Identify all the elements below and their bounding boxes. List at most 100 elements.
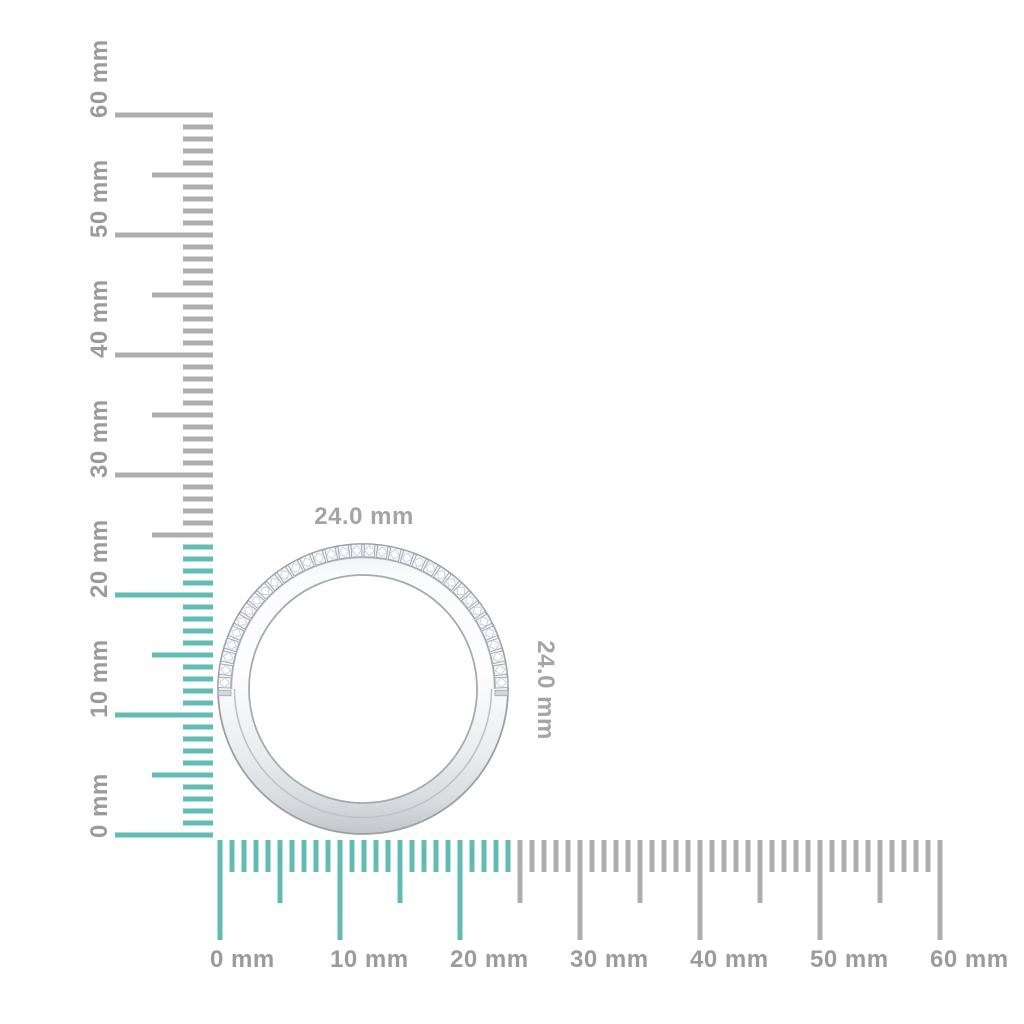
diamond-stone: [265, 573, 284, 592]
channel-end-cap: [494, 689, 509, 697]
diamond-stone-facet: [479, 616, 489, 627]
hruler-tick-45mm: [757, 840, 763, 903]
hruler-tick-13mm: [373, 840, 379, 872]
vruler-tick-28mm: [183, 496, 213, 502]
diamond-stone-facet: [492, 652, 504, 663]
vruler-tick-36mm: [183, 400, 213, 406]
diamond-stone: [256, 582, 274, 600]
channel-end-cap-bar: [217, 689, 232, 697]
vruler-tick-14mm: [183, 664, 213, 670]
vruler-tick-17mm: [183, 628, 213, 634]
hruler-tick-54mm: [865, 840, 871, 872]
vruler-tick-4mm: [183, 784, 213, 790]
diamond-stone: [363, 543, 376, 558]
diamond-stone: [481, 625, 499, 641]
vruler-label-50mm: 50 mm: [86, 159, 113, 238]
hruler-tick-24mm: [505, 840, 511, 872]
diamond-stone: [452, 582, 470, 600]
hruler-tick-23mm: [493, 840, 499, 872]
diamond-stone-facet: [425, 563, 436, 573]
diamond-stone: [337, 544, 351, 560]
vruler-tick-42mm: [183, 328, 213, 334]
vruler-label-40mm: 40 mm: [86, 279, 113, 358]
hruler-tick-7mm: [301, 840, 307, 872]
diamond-stone-facet: [465, 596, 474, 605]
vruler-tick-47mm: [183, 268, 213, 274]
vruler-tick-45mm: [152, 292, 213, 298]
hruler-tick-10mm: [337, 840, 343, 940]
vruler-tick-20mm: [115, 592, 213, 598]
diamond-stone: [239, 602, 258, 620]
diamond-stone-facet: [351, 545, 362, 556]
vruler-tick-57mm: [183, 148, 213, 154]
vruler-tick-26mm: [183, 520, 213, 526]
diamond-stone-facet: [364, 545, 375, 556]
vruler-tick-21mm: [183, 580, 213, 586]
vruler-tick-58mm: [183, 136, 213, 142]
diamond-stone: [492, 663, 508, 677]
hruler-tick-22mm: [481, 840, 487, 872]
vruler-tick-30mm: [115, 472, 213, 478]
hruler-tick-2mm: [241, 840, 247, 872]
hruler-tick-19mm: [445, 840, 451, 872]
hruler-tick-3mm: [253, 840, 259, 872]
vruler-tick-46mm: [183, 280, 213, 286]
vruler-label-30mm: 30 mm: [86, 399, 113, 478]
hruler-tick-6mm: [289, 840, 295, 872]
hruler-tick-32mm: [601, 840, 607, 872]
diamond-stone-facet: [280, 570, 290, 580]
vruler-tick-6mm: [183, 760, 213, 766]
hruler-tick-5mm: [277, 840, 283, 903]
vruler-tick-56mm: [183, 160, 213, 166]
hruler-label-30mm: 30 mm: [570, 946, 649, 973]
vruler-tick-52mm: [183, 208, 213, 214]
vruler-tick-50mm: [115, 232, 213, 238]
vruler-tick-39mm: [183, 364, 213, 370]
vruler-tick-51mm: [183, 220, 213, 226]
hruler-tick-48mm: [793, 840, 799, 872]
hruler-tick-30mm: [577, 840, 583, 940]
hruler-tick-56mm: [889, 840, 895, 872]
diamond-stone-facet: [496, 677, 507, 688]
hruler-tick-60mm: [937, 840, 943, 940]
hruler-tick-52mm: [841, 840, 847, 872]
diamond-stone-facet: [226, 639, 237, 651]
vruler-label-10mm: 10 mm: [86, 639, 113, 718]
diamond-stone: [299, 553, 315, 571]
diamond-stone-facet: [302, 557, 313, 568]
diamond-stone: [217, 676, 232, 689]
diamond-stone: [287, 559, 304, 577]
hruler-tick-44mm: [745, 840, 751, 872]
hruler-label-60mm: 60 mm: [930, 946, 1009, 973]
vruler-tick-35mm: [152, 412, 213, 418]
diamond-stone: [375, 544, 389, 560]
diamond-stone: [311, 549, 327, 566]
hruler-tick-41mm: [709, 840, 715, 872]
vruler-tick-8mm: [183, 736, 213, 742]
hruler-tick-4mm: [265, 840, 271, 872]
diamond-stone-facet: [219, 677, 230, 688]
hruler-tick-58mm: [913, 840, 919, 872]
diamond-stone: [227, 625, 245, 641]
vruler-label-60mm: 60 mm: [86, 39, 113, 118]
diamond-stone-facet: [457, 587, 465, 595]
hruler-tick-11mm: [349, 840, 355, 872]
hruler-tick-1mm: [229, 840, 235, 872]
vruler-tick-16mm: [183, 640, 213, 646]
diamond-stone: [399, 549, 415, 566]
ring-image: [217, 543, 509, 835]
diamond-stone: [233, 613, 251, 630]
vruler-label-0mm: 0 mm: [86, 773, 113, 838]
diamond-stone: [247, 591, 266, 610]
channel-end-cap: [217, 689, 232, 697]
hruler-tick-35mm: [637, 840, 643, 903]
vruler-tick-19mm: [183, 604, 213, 610]
hruler-tick-59mm: [925, 840, 931, 872]
ring-height-label: 24.0 mm: [532, 640, 559, 740]
channel-end-cap-bar: [494, 689, 509, 697]
hruler-tick-9mm: [325, 840, 331, 872]
ring-width-label: 24.0 mm: [314, 503, 414, 530]
vruler-tick-1mm: [183, 820, 213, 826]
diamond-stone-facet: [237, 616, 247, 627]
vruler-tick-38mm: [183, 376, 213, 382]
